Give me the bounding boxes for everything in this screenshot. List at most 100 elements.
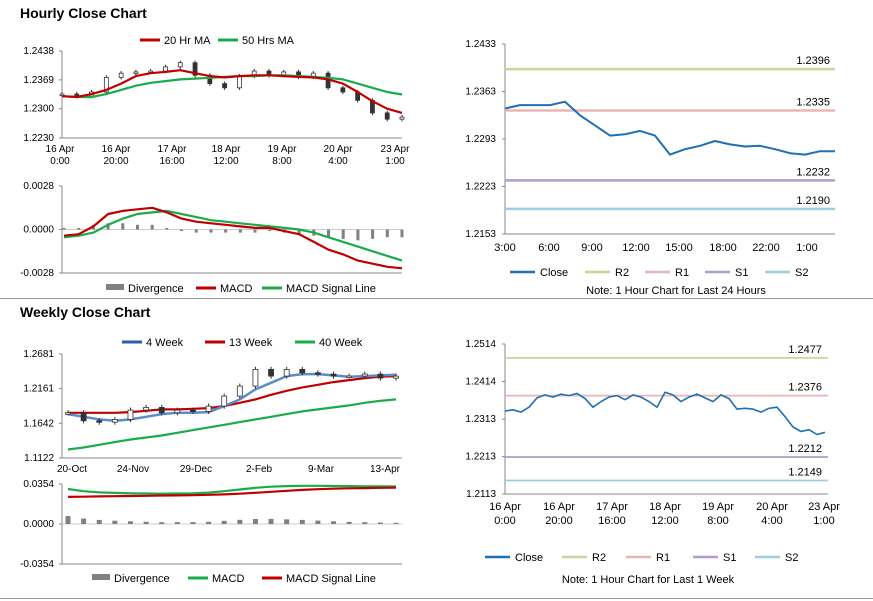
divergence-bar [284, 519, 290, 524]
hourly-macd-chart: 0.0028 0.0000 -0.0028 Divergence MACD MACD Si… [20, 181, 404, 295]
macd-signal-line [67, 486, 397, 498]
y-tick-label: 1.2514 [465, 339, 496, 350]
divergence-bar [224, 229, 228, 233]
divergence-bar [377, 522, 383, 524]
candle-body [205, 405, 212, 412]
divergence-bar [135, 224, 139, 230]
divergence-bar [346, 521, 352, 524]
y-tick-label: 1.1642 [23, 418, 54, 429]
candle-body [221, 395, 228, 407]
legend-label: S2 [785, 552, 798, 564]
x-tick-label: 16:00 [159, 156, 184, 167]
y-tick-label: 1.2438 [23, 46, 54, 57]
divergence-bar [362, 522, 368, 524]
x-tick-label: 12:00 [622, 242, 650, 254]
candle-body [252, 369, 259, 387]
y-tick-label: 1.2113 [466, 489, 496, 500]
divergence-bar [268, 229, 272, 232]
x-tick-label: 18:00 [709, 242, 737, 254]
divergence-bar [180, 229, 184, 232]
bottom-divider [0, 598, 873, 599]
legend-label: MACD Signal Line [286, 283, 376, 295]
x-tick-label: 19 Apr [702, 501, 734, 513]
level-label-s2: 1.2190 [796, 195, 830, 207]
y-tick-label: 1.2414 [465, 376, 496, 387]
x-tick-label: 1:00 [796, 242, 817, 254]
y-tick-label: 0.0000 [23, 225, 54, 236]
x-tick-label: 20 Apr [756, 501, 788, 513]
x-tick-label: 12:00 [213, 156, 238, 167]
x-tick-label: 20-Oct [57, 464, 87, 475]
candle-body [283, 369, 290, 377]
legend-label: Divergence [114, 573, 170, 585]
divergence-bar [237, 519, 243, 524]
divergence-bar [327, 229, 331, 238]
candle-body [158, 407, 165, 414]
x-tick-label: 29-Dec [180, 464, 212, 475]
divergence-bar [81, 518, 87, 524]
candle-body [384, 112, 390, 120]
close-line [504, 100, 835, 156]
divergence-bar [62, 227, 66, 230]
divergence-bar [143, 521, 149, 524]
level-label-s1: 1.2232 [796, 166, 830, 178]
divergence-bar [400, 229, 404, 238]
candle-body [268, 369, 274, 377]
x-tick-label: 6:00 [538, 242, 559, 254]
divergence-bar [253, 229, 257, 233]
legend-label: MACD [212, 573, 244, 585]
divergence-bar [385, 229, 389, 238]
ma-40-week-line [67, 398, 397, 451]
x-tick-label: 23 Apr [808, 501, 840, 513]
y-tick-label: 1.2293 [465, 134, 496, 145]
x-tick-label: 4:00 [761, 515, 782, 527]
candle-body [177, 62, 183, 68]
section-divider [0, 298, 873, 299]
candle-body [59, 93, 65, 96]
candle-body [96, 420, 103, 423]
divergence-bar [77, 227, 81, 230]
divergence-bar [299, 519, 305, 524]
candle-body [111, 419, 118, 423]
x-tick-label: 16 Apr [489, 501, 521, 513]
candle-body [330, 373, 337, 377]
y-tick-label: 1.2433 [465, 39, 496, 50]
candle-body [163, 66, 168, 72]
x-tick-label: 17 Apr [158, 144, 188, 155]
candle-body [299, 369, 306, 374]
y-tick-label: 1.2300 [23, 104, 54, 115]
legend-label: R2 [615, 267, 629, 279]
divergence-bar [206, 521, 212, 524]
x-tick-label: 20:00 [103, 156, 128, 167]
y-tick-label: 1.1122 [24, 453, 54, 464]
x-tick-label: 23 Apr [381, 144, 411, 155]
x-tick-label: 15:00 [665, 242, 693, 254]
divergence-bar [252, 519, 258, 524]
candle-body [393, 375, 399, 379]
y-tick-label: 1.2230 [23, 133, 54, 144]
y-tick-label: 1.2313 [465, 414, 496, 425]
x-tick-label: 9-Mar [308, 464, 335, 475]
x-tick-label: 20:00 [545, 515, 573, 527]
hourly-section-title: Hourly Close Chart [20, 5, 147, 21]
legend-label: Close [540, 267, 568, 279]
divergence-bar [356, 229, 360, 241]
x-tick-label: 16:00 [598, 515, 626, 527]
divergence-bar [106, 223, 110, 230]
divergence-bar [315, 520, 321, 524]
x-tick-label: 4:00 [328, 156, 348, 167]
legend-label: 50 Hrs MA [242, 35, 295, 47]
legend-label: 4 Week [146, 337, 184, 349]
divergence-bar [393, 522, 399, 524]
candle-body [222, 83, 228, 89]
legend-label: Close [515, 552, 543, 564]
level-label-r1: 1.2335 [796, 97, 830, 109]
legend-label: Divergence [128, 283, 184, 295]
divergence-bar [221, 520, 227, 524]
candle-body [236, 75, 242, 89]
chart-note: Note: 1 Hour Chart for Last 1 Week [562, 574, 735, 586]
x-tick-label: 3:00 [494, 242, 515, 254]
candle-body [192, 62, 198, 76]
x-tick-label: 20 Apr [324, 144, 354, 155]
legend-label: R1 [656, 552, 670, 564]
